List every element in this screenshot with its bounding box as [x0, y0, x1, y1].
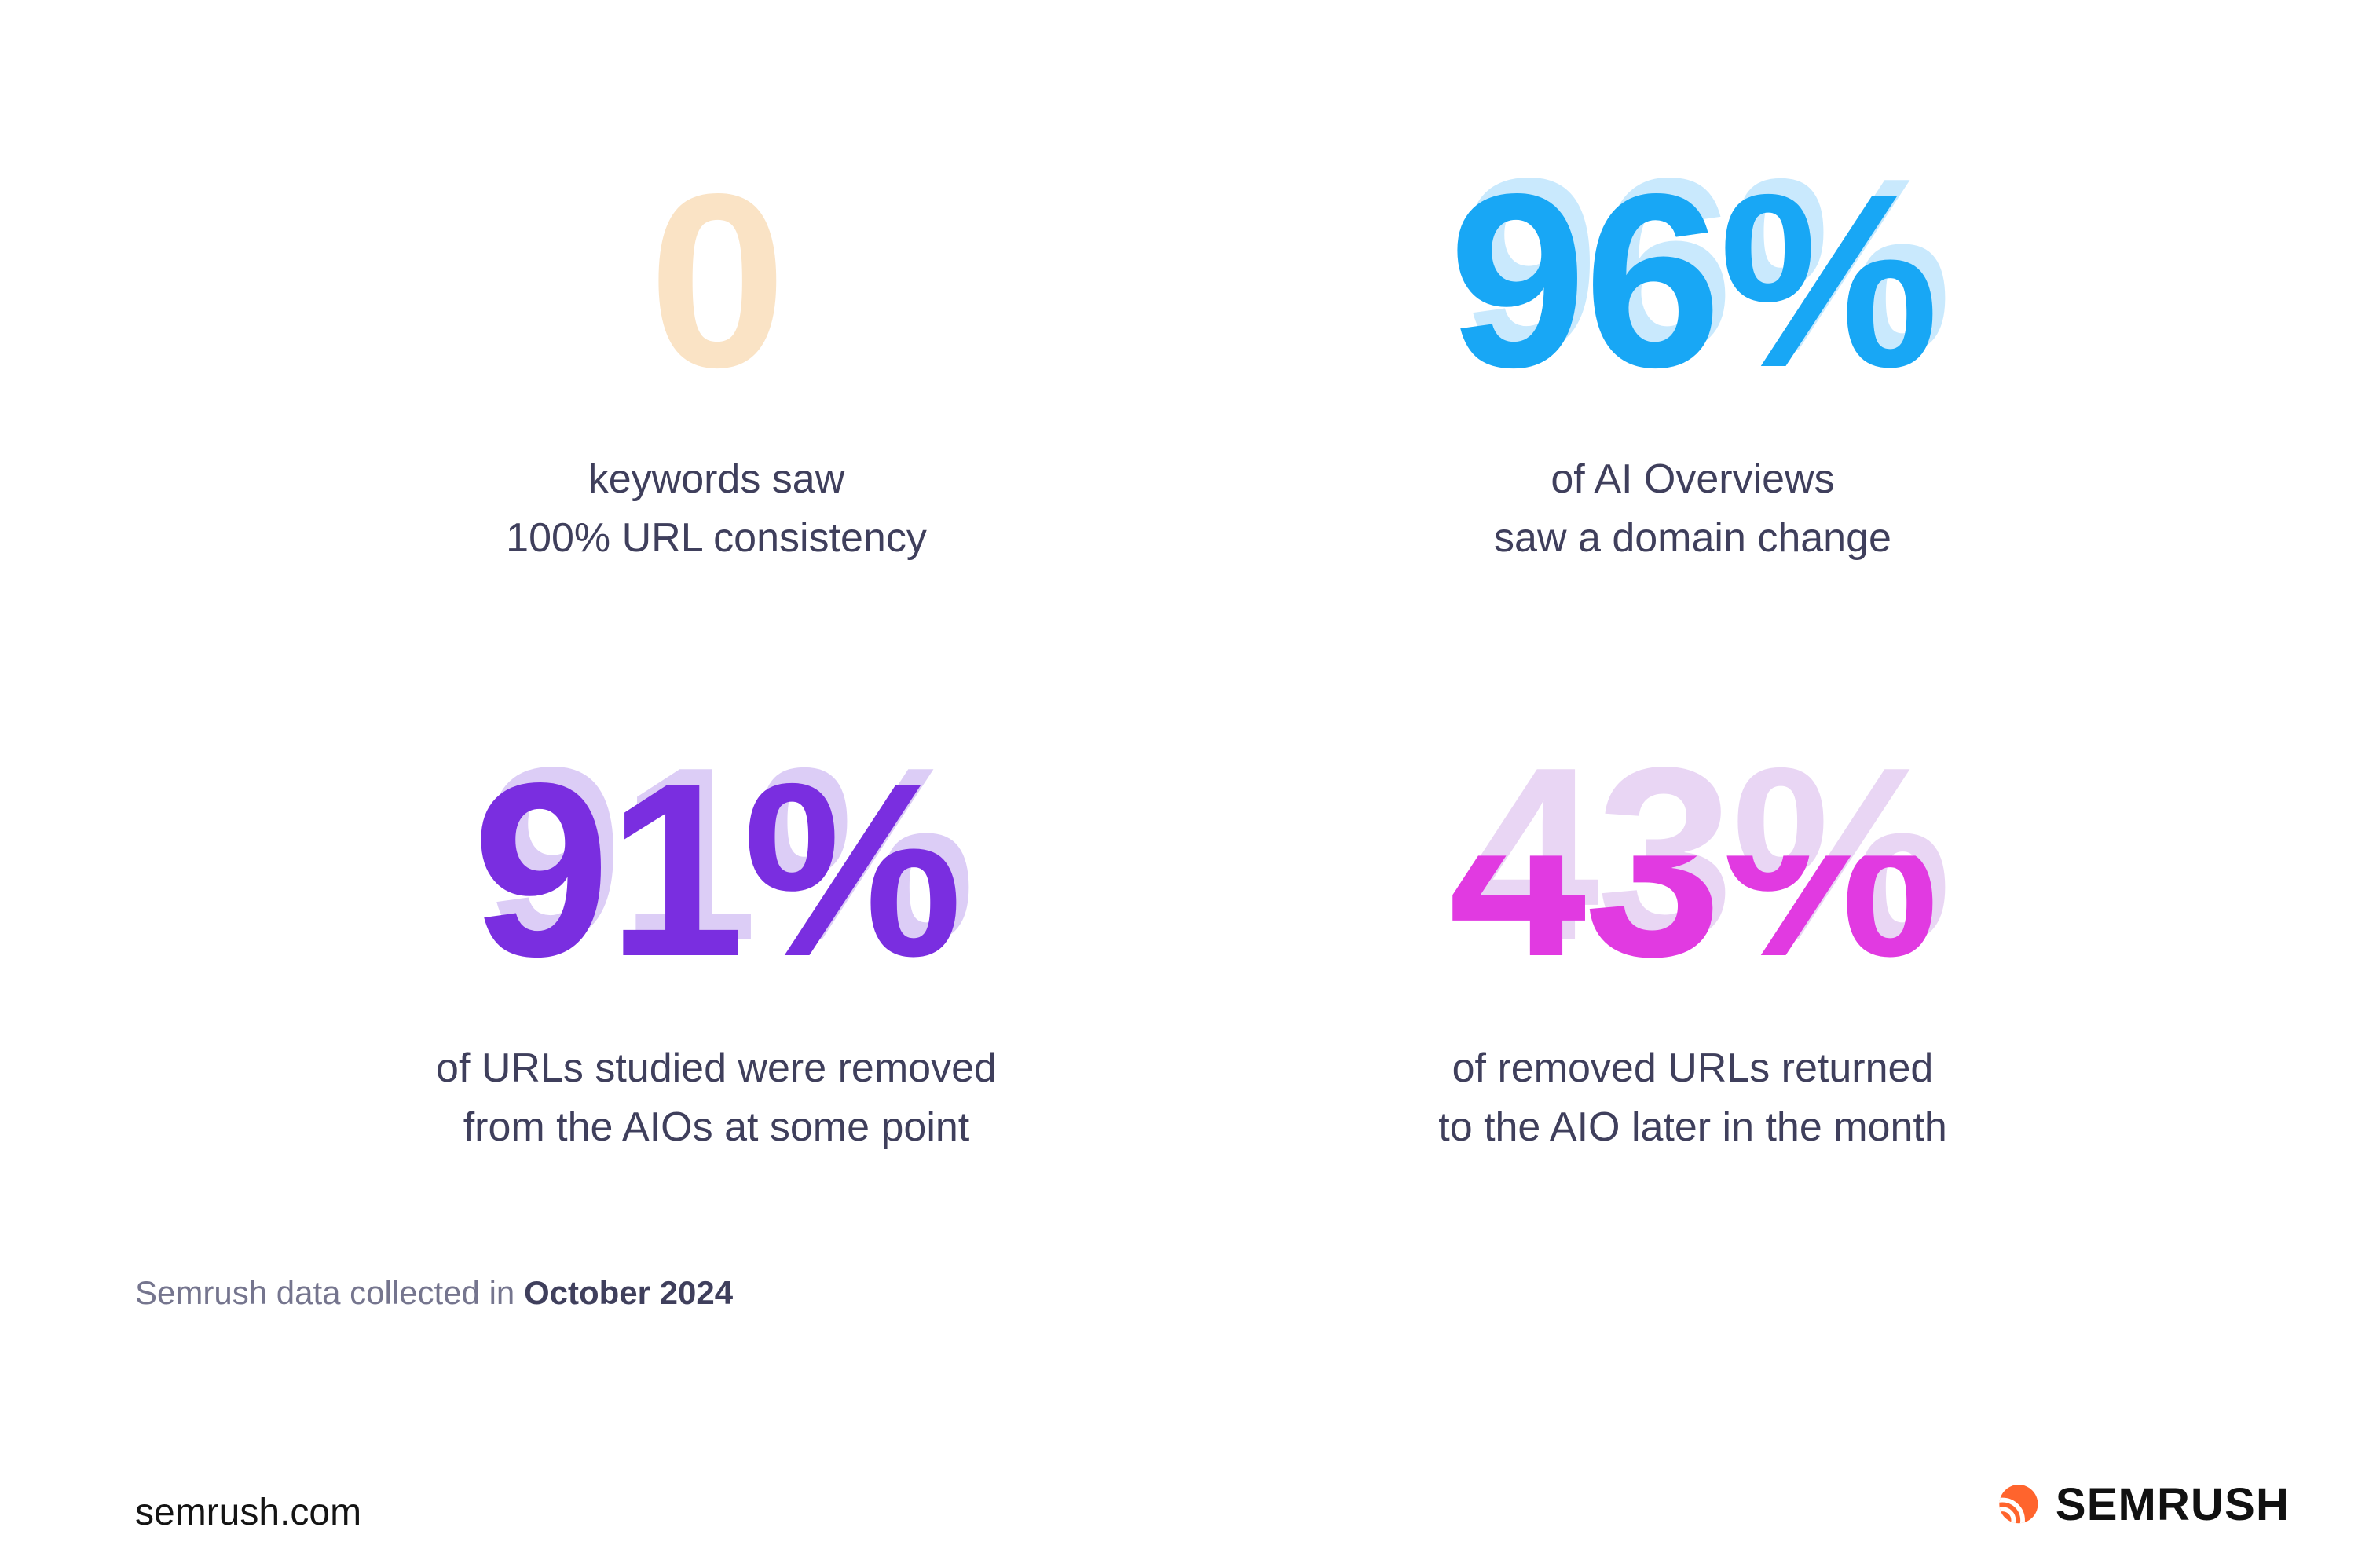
stat-value-main: 43%	[1448, 731, 1937, 1008]
caption-line: saw a domain change	[1494, 515, 1891, 562]
data-note-prefix: Semrush data collected in	[135, 1274, 524, 1311]
stat-value-urls-removed: 91% 91%	[472, 731, 975, 994]
stat-value-main: 96%	[1448, 142, 1939, 419]
data-note-date: October 2024	[523, 1274, 734, 1311]
stat-card-domain-change: 96% 96% of AI Overviews saw a domain cha…	[1174, 141, 2211, 569]
stat-caption-domain-change: of AI Overviews saw a domain change	[1174, 450, 2211, 569]
stat-caption-urls-returned: of removed URLs returned to the AIO late…	[1174, 1039, 2211, 1158]
stat-value-echo: 43%	[1461, 716, 1951, 992]
stat-value-echo: 96%	[1461, 126, 1951, 403]
caption-line: of removed URLs returned	[1452, 1045, 1934, 1091]
semrush-flame-icon	[1991, 1481, 2040, 1529]
data-collection-note: Semrush data collected in October 2024	[135, 1274, 733, 1312]
stat-caption-keywords-consistency: keywords saw 100% URL consistency	[198, 450, 1235, 569]
stat-card-urls-removed: 91% 91% of URLs studied were removed fro…	[198, 731, 1235, 1158]
stat-value-domain-change: 96% 96%	[1448, 141, 1951, 405]
semrush-logo-text: SEMRUSH	[2055, 1479, 2290, 1530]
stat-card-urls-returned: 43% 43% of removed URLs returned to the …	[1174, 731, 2211, 1158]
stat-caption-urls-removed: of URLs studied were removed from the AI…	[198, 1039, 1235, 1158]
stat-value-main: 0	[648, 142, 786, 419]
caption-line: of AI Overviews	[1551, 456, 1835, 502]
stat-value-urls-returned: 43% 43%	[1448, 731, 1951, 994]
caption-line: to the AIO later in the month	[1438, 1104, 1947, 1151]
caption-line: from the AIOs at some point	[463, 1104, 970, 1151]
stat-value-keywords-consistency: 0 0	[649, 157, 786, 405]
caption-line: of URLs studied were removed	[436, 1045, 997, 1091]
stat-card-keywords-consistency: 0 0 keywords saw 100% URL consistency	[198, 157, 1235, 569]
caption-line: keywords saw	[588, 456, 845, 502]
stat-value-main: 91%	[472, 731, 962, 1008]
stat-value-echo: 91%	[485, 716, 975, 992]
caption-line: 100% URL consistency	[506, 515, 927, 562]
semrush-logo: SEMRUSH	[1991, 1478, 2290, 1531]
site-url: semrush.com	[135, 1492, 362, 1533]
